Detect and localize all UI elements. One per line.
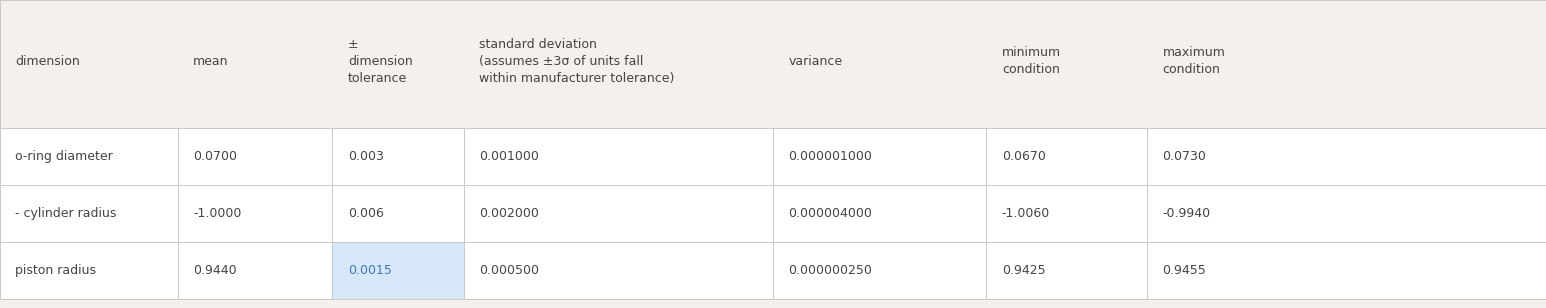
Text: 0.000001000: 0.000001000 xyxy=(788,150,872,163)
Text: ±
dimension
tolerance: ± dimension tolerance xyxy=(348,38,413,85)
Text: minimum
condition: minimum condition xyxy=(1002,46,1061,76)
Text: - cylinder radius: - cylinder radius xyxy=(15,207,117,220)
Text: o-ring diameter: o-ring diameter xyxy=(15,150,113,163)
Text: 0.9425: 0.9425 xyxy=(1002,264,1045,277)
Bar xyxy=(0,242,1546,299)
Text: 0.000500: 0.000500 xyxy=(479,264,540,277)
Text: 0.006: 0.006 xyxy=(348,207,383,220)
Bar xyxy=(0,128,1546,185)
Bar xyxy=(0,185,1546,242)
Text: dimension: dimension xyxy=(15,55,80,68)
Bar xyxy=(0,0,1546,128)
Text: 0.0015: 0.0015 xyxy=(348,264,391,277)
Text: 0.000004000: 0.000004000 xyxy=(788,207,872,220)
Text: 0.9440: 0.9440 xyxy=(193,264,237,277)
Text: 0.9455: 0.9455 xyxy=(1163,264,1206,277)
Text: 0.001000: 0.001000 xyxy=(479,150,540,163)
Text: 0.002000: 0.002000 xyxy=(479,207,540,220)
Text: piston radius: piston radius xyxy=(15,264,96,277)
Bar xyxy=(332,242,464,299)
Text: 0.0670: 0.0670 xyxy=(1002,150,1045,163)
Text: 0.0700: 0.0700 xyxy=(193,150,237,163)
Text: 0.000000250: 0.000000250 xyxy=(788,264,872,277)
Text: mean: mean xyxy=(193,55,229,68)
Text: -0.9940: -0.9940 xyxy=(1163,207,1211,220)
Text: variance: variance xyxy=(788,55,843,68)
Text: -1.0000: -1.0000 xyxy=(193,207,241,220)
Text: standard deviation
(assumes ±3σ of units fall
within manufacturer tolerance): standard deviation (assumes ±3σ of units… xyxy=(479,38,674,85)
Text: 0.0730: 0.0730 xyxy=(1163,150,1206,163)
Text: maximum
condition: maximum condition xyxy=(1163,46,1226,76)
Text: -1.0060: -1.0060 xyxy=(1002,207,1050,220)
Text: 0.003: 0.003 xyxy=(348,150,383,163)
